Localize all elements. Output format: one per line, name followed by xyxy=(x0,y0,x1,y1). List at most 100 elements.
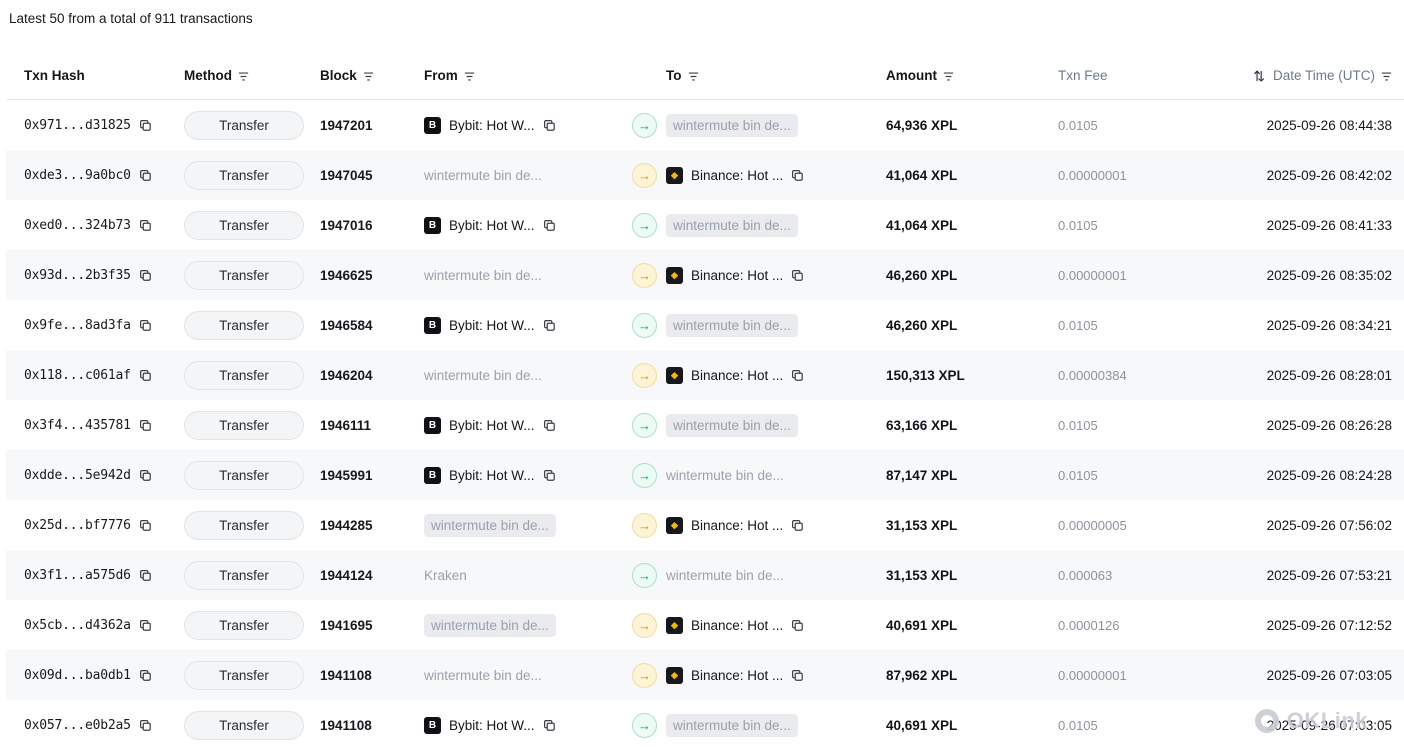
txn-hash-link[interactable]: 0xde3...9a0bc0 xyxy=(24,167,131,183)
copy-icon[interactable] xyxy=(139,669,152,682)
copy-icon[interactable] xyxy=(139,419,152,432)
block-link[interactable]: 1941695 xyxy=(320,617,373,633)
txn-hash-link[interactable]: 0x09d...ba0db1 xyxy=(24,667,131,683)
txn-hash-link[interactable]: 0x057...e0b2a5 xyxy=(24,717,131,733)
block-link[interactable]: 1947201 xyxy=(320,117,373,133)
to-address-link[interactable]: wintermute bin de... xyxy=(666,467,784,483)
from-address-link[interactable]: wintermute bin de... xyxy=(424,367,542,383)
method-badge[interactable]: Transfer xyxy=(184,210,304,240)
method-badge[interactable]: Transfer xyxy=(184,410,304,440)
method-badge[interactable]: Transfer xyxy=(184,460,304,490)
copy-icon[interactable] xyxy=(791,169,804,182)
txn-hash-link[interactable]: 0xdde...5e942d xyxy=(24,467,131,483)
to-address-link[interactable]: Binance: Hot ... xyxy=(691,667,784,683)
copy-icon[interactable] xyxy=(543,419,556,432)
copy-icon[interactable] xyxy=(139,569,152,582)
filter-icon[interactable] xyxy=(464,71,475,82)
copy-icon[interactable] xyxy=(791,669,804,682)
method-badge[interactable]: Transfer xyxy=(184,610,304,640)
copy-icon[interactable] xyxy=(139,719,152,732)
from-address-link[interactable]: Bybit: Hot W... xyxy=(449,467,535,483)
block-link[interactable]: 1947016 xyxy=(320,217,373,233)
from-address-link[interactable]: wintermute bin de... xyxy=(424,513,556,537)
copy-icon[interactable] xyxy=(791,519,804,532)
from-address-link[interactable]: Bybit: Hot W... xyxy=(449,117,535,133)
txn-hash-link[interactable]: 0x9fe...8ad3fa xyxy=(24,317,131,333)
method-badge[interactable]: Transfer xyxy=(184,510,304,540)
block-link[interactable]: 1944285 xyxy=(320,517,373,533)
txn-hash-link[interactable]: 0x971...d31825 xyxy=(24,117,131,133)
block-link[interactable]: 1946625 xyxy=(320,267,373,283)
copy-icon[interactable] xyxy=(139,269,152,282)
copy-icon[interactable] xyxy=(139,319,152,332)
filter-icon[interactable] xyxy=(1381,71,1392,82)
block-link[interactable]: 1946111 xyxy=(320,417,372,433)
sort-icon[interactable]: ⇅ xyxy=(1253,67,1265,84)
copy-icon[interactable] xyxy=(543,119,556,132)
filter-icon[interactable] xyxy=(363,71,374,82)
txn-hash-link[interactable]: 0x3f1...a575d6 xyxy=(24,567,131,583)
block-link[interactable]: 1947045 xyxy=(320,167,373,183)
copy-icon[interactable] xyxy=(139,369,152,382)
to-address-link[interactable]: Binance: Hot ... xyxy=(691,517,784,533)
block-link[interactable]: 1944124 xyxy=(320,567,373,583)
col-date-time[interactable]: ⇅ Date Time (UTC) xyxy=(1188,68,1392,83)
copy-icon[interactable] xyxy=(543,319,556,332)
filter-icon[interactable] xyxy=(943,71,954,82)
copy-icon[interactable] xyxy=(139,119,152,132)
filter-icon[interactable] xyxy=(238,71,249,82)
method-badge[interactable]: Transfer xyxy=(184,360,304,390)
block-link[interactable]: 1945991 xyxy=(320,467,373,483)
copy-icon[interactable] xyxy=(139,519,152,532)
copy-icon[interactable] xyxy=(139,619,152,632)
block-link[interactable]: 1941108 xyxy=(320,667,372,683)
to-address-link[interactable]: wintermute bin de... xyxy=(666,413,798,437)
method-badge[interactable]: Transfer xyxy=(184,710,304,740)
from-address-link[interactable]: wintermute bin de... xyxy=(424,267,542,283)
from-address-link[interactable]: Bybit: Hot W... xyxy=(449,717,535,733)
to-address-link[interactable]: Binance: Hot ... xyxy=(691,367,784,383)
to-address-link[interactable]: wintermute bin de... xyxy=(666,713,798,737)
txn-hash-link[interactable]: 0x3f4...435781 xyxy=(24,417,131,433)
from-address-link[interactable]: Bybit: Hot W... xyxy=(449,417,535,433)
copy-icon[interactable] xyxy=(543,719,556,732)
from-address-link[interactable]: Kraken xyxy=(424,567,467,583)
from-address-link[interactable]: wintermute bin de... xyxy=(424,613,556,637)
from-address-link[interactable]: wintermute bin de... xyxy=(424,167,542,183)
block-link[interactable]: 1946204 xyxy=(320,367,373,383)
txn-fee-value: 0.000063 xyxy=(1058,567,1113,583)
to-address-link[interactable]: Binance: Hot ... xyxy=(691,617,784,633)
method-badge[interactable]: Transfer xyxy=(184,310,304,340)
txn-hash-link[interactable]: 0x25d...bf7776 xyxy=(24,517,131,533)
copy-icon[interactable] xyxy=(543,219,556,232)
from-address-link[interactable]: Bybit: Hot W... xyxy=(449,217,535,233)
txn-hash-link[interactable]: 0xed0...324b73 xyxy=(24,217,131,233)
to-address-link[interactable]: wintermute bin de... xyxy=(666,113,798,137)
from-address-link[interactable]: wintermute bin de... xyxy=(424,667,542,683)
block-link[interactable]: 1941108 xyxy=(320,717,372,733)
method-badge[interactable]: Transfer xyxy=(184,110,304,140)
txn-hash-link[interactable]: 0x93d...2b3f35 xyxy=(24,267,131,283)
copy-icon[interactable] xyxy=(791,619,804,632)
to-address-link[interactable]: Binance: Hot ... xyxy=(691,267,784,283)
txn-hash-link[interactable]: 0x118...c061af xyxy=(24,367,131,383)
copy-icon[interactable] xyxy=(139,169,152,182)
txn-hash-link[interactable]: 0x5cb...d4362a xyxy=(24,617,131,633)
col-txn-fee[interactable]: Txn Fee xyxy=(1058,68,1188,83)
to-address-link[interactable]: wintermute bin de... xyxy=(666,313,798,337)
copy-icon[interactable] xyxy=(543,469,556,482)
copy-icon[interactable] xyxy=(791,369,804,382)
method-badge[interactable]: Transfer xyxy=(184,260,304,290)
filter-icon[interactable] xyxy=(688,71,699,82)
from-address-link[interactable]: Bybit: Hot W... xyxy=(449,317,535,333)
method-badge[interactable]: Transfer xyxy=(184,660,304,690)
block-link[interactable]: 1946584 xyxy=(320,317,373,333)
copy-icon[interactable] xyxy=(139,469,152,482)
method-badge[interactable]: Transfer xyxy=(184,560,304,590)
copy-icon[interactable] xyxy=(139,219,152,232)
copy-icon[interactable] xyxy=(791,269,804,282)
to-address-link[interactable]: Binance: Hot ... xyxy=(691,167,784,183)
method-badge[interactable]: Transfer xyxy=(184,160,304,190)
to-address-link[interactable]: wintermute bin de... xyxy=(666,567,784,583)
to-address-link[interactable]: wintermute bin de... xyxy=(666,213,798,237)
